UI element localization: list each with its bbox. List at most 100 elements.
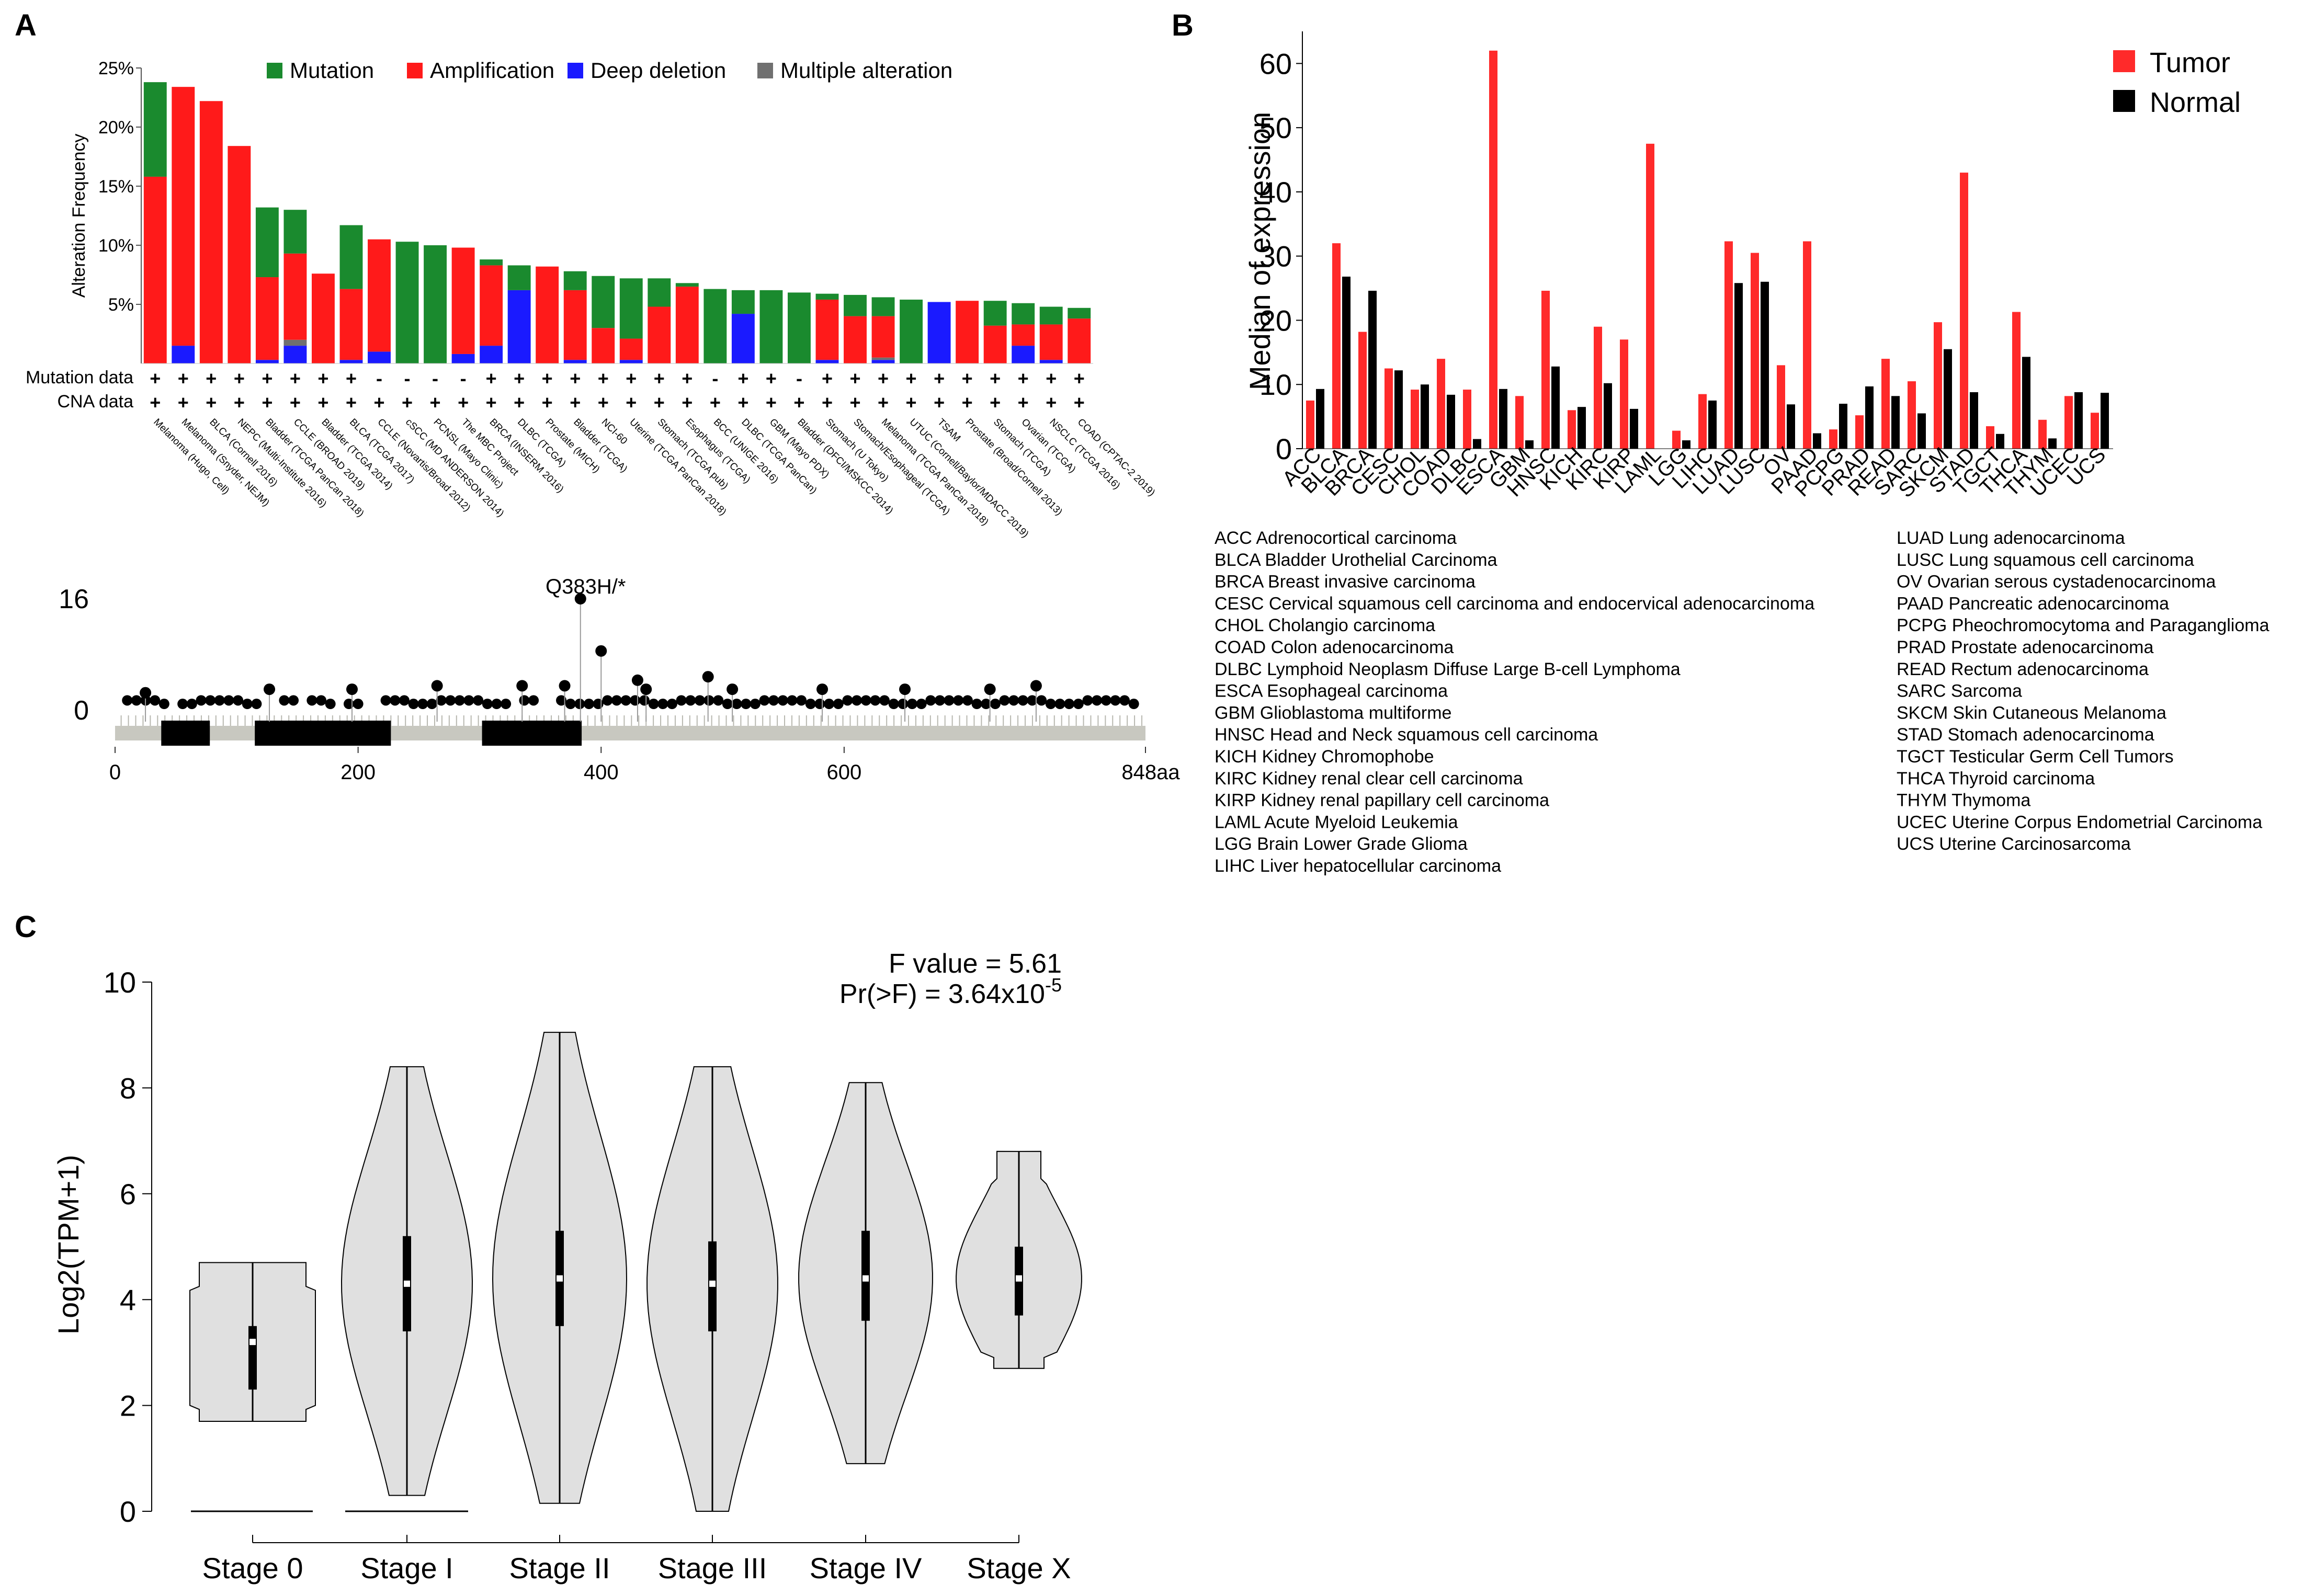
a2-mutation-dot (519, 695, 530, 706)
b-bar-normal (1787, 404, 1795, 449)
b-bar-tumor (1672, 430, 1681, 449)
a-cna-data-marker: + (206, 392, 217, 413)
a2-mutation-dot (325, 699, 336, 710)
a2-mutation-dot (934, 695, 945, 706)
a2-mutation-dot (399, 695, 410, 706)
a-legend-swatch (757, 63, 773, 78)
a-bar-segment (451, 247, 475, 354)
a-mutation-data-marker: + (346, 368, 357, 389)
a-bar-segment (619, 338, 643, 360)
a-bar-segment (283, 339, 307, 346)
b-abbrev-left: GBM Glioblastoma multiforme (1215, 703, 1451, 723)
a2-mutation-dot (1054, 699, 1065, 710)
b-y-tick-label: 60 (1259, 47, 1292, 80)
b-abbrev-left: CESC Cervical squamous cell carcinoma an… (1215, 594, 1814, 613)
a-row-label-mutation: Mutation data (26, 368, 133, 387)
a-bar-segment (871, 297, 895, 316)
a-mutation-data-marker: + (822, 368, 833, 389)
b-abbrev-right: STAD Stomach adenocarcinoma (1897, 725, 2154, 745)
a-bar-segment (283, 346, 307, 363)
a-cna-data-marker: + (766, 392, 777, 413)
b-abbrev-left: LGG Brain Lower Grade Glioma (1215, 834, 1468, 854)
a-bar-segment (815, 360, 839, 363)
a-bar-segment (255, 360, 279, 363)
b-bar-tumor (1986, 426, 1994, 449)
b-legend-swatch-tumor (2113, 50, 2135, 72)
b-abbrev-right: THCA Thyroid carcinoma (1897, 769, 2095, 789)
a2-mutation-dot (1036, 695, 1047, 706)
a2-mutation-dot (833, 699, 844, 710)
b-bar-normal (1734, 283, 1743, 449)
a2-mutation-dot (620, 695, 631, 706)
a-y-tick-label: 10% (98, 236, 134, 256)
c-y-tick-label: 0 (120, 1495, 136, 1528)
a-cna-data-marker: + (514, 392, 525, 413)
a-cna-data-marker: + (906, 392, 917, 413)
b-y-axis-label: Median of expression (1243, 112, 1276, 390)
a-cna-data-marker: + (1046, 392, 1057, 413)
a-bar-segment (283, 210, 307, 254)
a2-mutation-dot (1100, 695, 1111, 706)
b-legend-label-normal: Normal (2150, 87, 2241, 118)
a-cna-data-marker: + (234, 392, 245, 413)
b-bar-tumor (1437, 359, 1445, 449)
b-bar-tumor (1385, 368, 1393, 449)
panel-label-b: B (1172, 8, 1194, 42)
a-bar-segment (675, 283, 699, 287)
a-bar-segment (536, 266, 559, 363)
b-abbrev-left: BLCA Bladder Urothelial Carcinoma (1215, 550, 1497, 570)
a-cna-data-marker: + (178, 392, 189, 413)
b-bar-normal (2022, 357, 2030, 449)
a-cna-data-marker: + (710, 392, 721, 413)
panel-a-lollipop-plot: 16 0 Q383H/* 0 200 400 600 848aa (59, 575, 1180, 784)
a2-mutation-dot (1082, 695, 1093, 706)
b-bar-tumor (1541, 290, 1550, 449)
a2-x-tick-label: 400 (584, 761, 619, 784)
a2-mutation-dot (676, 695, 687, 706)
a2-mutation-dot (741, 699, 752, 710)
a-legend-swatch (568, 63, 583, 78)
panel-c-stats-p-exponent: -5 (1045, 974, 1062, 996)
a2-domain-block (255, 721, 391, 746)
a2-mutation-dot (666, 699, 677, 710)
b-bar-normal (1316, 389, 1324, 449)
a2-mutation-dot (463, 695, 474, 706)
a-y-tick-label: 15% (98, 177, 134, 197)
a2-mutation-dot (528, 695, 539, 706)
panel-c-stats-f-value: F value = 5.61 (889, 949, 1062, 979)
a2-mutation-dot (1017, 695, 1028, 706)
a-bar-segment (311, 273, 335, 363)
a-bar-segment (480, 259, 503, 266)
a2-mutation-dot (584, 699, 595, 710)
b-y-tick-label: 0 (1276, 432, 1292, 465)
a2-mutation-dot (482, 699, 493, 710)
a2-lollipop-head (631, 674, 643, 686)
c-median-marker (557, 1275, 563, 1282)
a-cna-data-marker: + (1074, 392, 1085, 413)
b-bar-tumor (2012, 312, 2021, 449)
a-cna-data-marker: + (402, 392, 413, 413)
a2-mutation-dot (574, 699, 585, 710)
a2-mutation-dot (888, 699, 899, 710)
a2-domain-block (161, 721, 210, 746)
a2-mutation-dot (122, 695, 133, 706)
b-bar-tumor (1358, 332, 1367, 449)
a2-lollipop-head (727, 683, 739, 696)
a2-mutation-dot (611, 695, 622, 706)
a-bar-segment (759, 290, 783, 363)
b-bar-tumor (1568, 410, 1576, 449)
a-mutation-data-marker: + (766, 368, 777, 389)
a-bar-segment (731, 290, 755, 314)
c-iqr-box (248, 1326, 257, 1390)
b-y-tick-label: 30 (1259, 240, 1292, 273)
a-bar-segment (143, 176, 167, 363)
a2-domain-block (482, 721, 582, 746)
a-cna-data-marker: + (737, 392, 748, 413)
a-cna-data-marker: + (290, 392, 301, 413)
a-cna-data-marker: + (486, 392, 497, 413)
a2-annotation: Q383H/* (546, 575, 626, 598)
b-y-tick-label: 10 (1259, 368, 1292, 401)
a-cna-data-marker: + (570, 392, 581, 413)
a-bar-segment (592, 328, 615, 363)
b-bar-tumor (1411, 390, 1419, 449)
